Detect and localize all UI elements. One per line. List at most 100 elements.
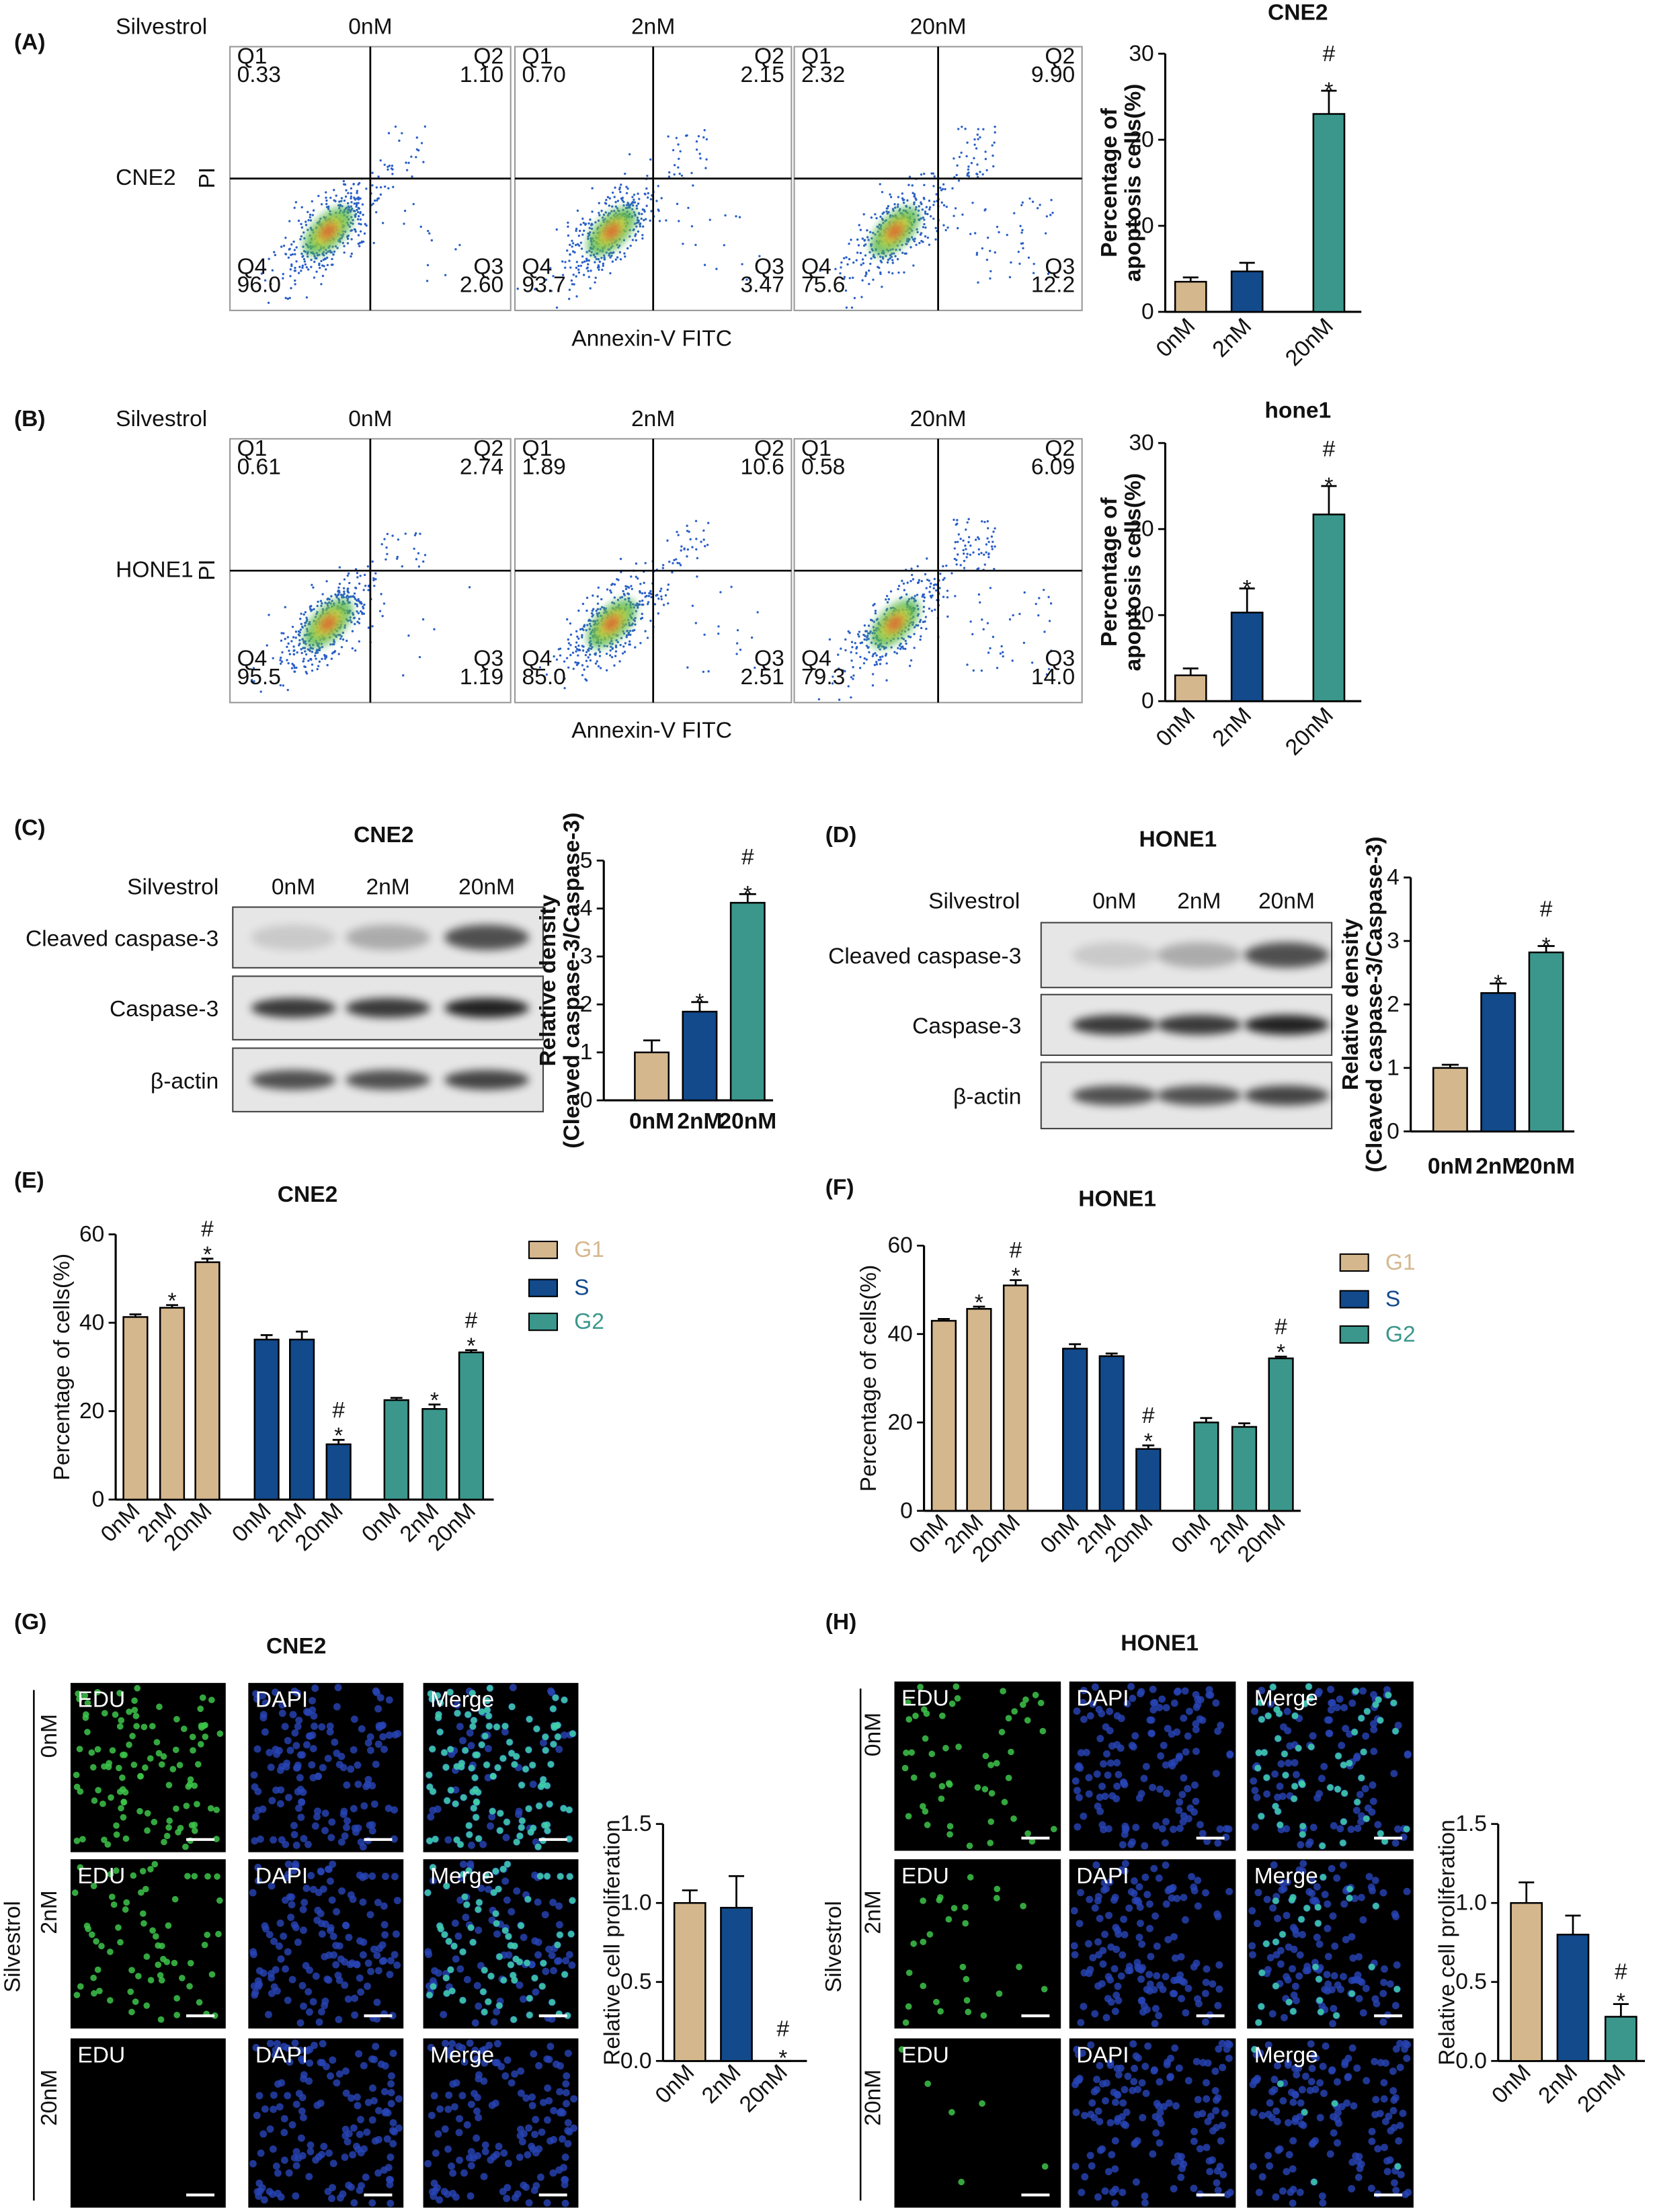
event-dot (916, 593, 919, 596)
nucleus (1201, 1990, 1209, 1998)
event-dot (352, 222, 354, 225)
event-dot (357, 243, 360, 245)
nucleus (296, 2019, 305, 2027)
event-dot (381, 614, 384, 618)
event-dot (673, 559, 676, 561)
edu-nucleus (962, 1903, 969, 1911)
nucleus (298, 1798, 306, 1806)
event-dot (598, 202, 600, 204)
event-dot (591, 223, 594, 226)
blot-strip (1040, 993, 1333, 1056)
nucleus (259, 2130, 268, 2138)
event-dot (362, 605, 364, 608)
event-dot (581, 602, 585, 606)
edu-nucleus (93, 1938, 99, 1945)
event-dot (620, 183, 622, 186)
nucleus (310, 1712, 318, 1720)
nucleus (1077, 2018, 1085, 2026)
event-dot (962, 539, 965, 542)
event-dot (932, 587, 935, 589)
event-dot (610, 656, 614, 659)
edu-nucleus (946, 1831, 953, 1838)
event-dot (660, 197, 663, 200)
event-dot (343, 578, 346, 581)
edu-nucleus (107, 1949, 114, 1955)
event-dot (288, 248, 290, 251)
event-dot (350, 197, 352, 200)
nucleus (1100, 1826, 1107, 1834)
event-dot (284, 296, 287, 300)
nucleus (1331, 1942, 1339, 1950)
event-dot (922, 610, 925, 613)
edu-nucleus (510, 1972, 517, 1979)
event-dot (922, 620, 925, 623)
event-dot (930, 582, 932, 585)
event-dot (577, 644, 580, 647)
event-dot (694, 520, 698, 522)
stain-label: DAPI (255, 2043, 308, 2067)
edu-nucleus (470, 1805, 477, 1812)
event-dot (984, 208, 987, 211)
event-dot (667, 583, 670, 586)
event-dot (350, 238, 353, 241)
nucleus (1137, 1975, 1145, 1983)
edu-nucleus (445, 1938, 452, 1945)
event-dot (979, 601, 981, 604)
event-dot (555, 228, 558, 231)
nucleus (282, 1965, 289, 1973)
nucleus (556, 2088, 564, 2096)
event-dot (307, 268, 310, 271)
nucleus (284, 1996, 292, 2004)
edu-nucleus (933, 1998, 940, 2006)
event-dot (920, 232, 923, 235)
event-dot (342, 179, 346, 183)
nucleus (304, 1840, 312, 1848)
dose-label: 2nM (861, 1890, 886, 1934)
edu-nucleus (1291, 1713, 1299, 1719)
event-dot (980, 552, 983, 555)
event-dot (975, 253, 978, 256)
nucleus (376, 1694, 385, 1702)
event-dot (1012, 614, 1014, 617)
event-dot (581, 636, 583, 639)
nucleus (307, 2141, 315, 2149)
event-dot (271, 269, 274, 272)
event-dot (1035, 602, 1037, 606)
stain-label: EDU (901, 2043, 949, 2067)
event-dot (913, 195, 916, 198)
edu-nucleus (489, 1807, 496, 1815)
edu-nucleus (987, 1840, 994, 1846)
event-dot (581, 673, 584, 677)
event-dot (597, 665, 600, 667)
edu-nucleus (123, 1899, 130, 1906)
edu-nucleus (1255, 2019, 1262, 2026)
nucleus (389, 2127, 397, 2135)
nucleus (285, 2169, 293, 2177)
event-dot (350, 596, 352, 598)
edu-nucleus (194, 1801, 200, 1807)
nucleus (1390, 1770, 1398, 1778)
nucleus (1110, 1965, 1119, 1973)
event-dot (356, 571, 359, 575)
event-dot (605, 653, 608, 655)
event-dot (591, 187, 594, 190)
event-dot (644, 218, 647, 220)
event-dot (887, 205, 890, 208)
edu-nucleus (459, 1949, 467, 1955)
event-dot (705, 158, 708, 161)
edu-nucleus (461, 1893, 469, 1901)
event-dot (891, 261, 895, 264)
event-dot (665, 219, 667, 222)
event-dot (379, 159, 382, 162)
cell-label: CNE2 (116, 165, 176, 190)
edu-nucleus (982, 1752, 989, 1760)
nucleus (1194, 1902, 1202, 1910)
event-dot (292, 645, 295, 648)
event-dot (857, 244, 860, 247)
event-dot (696, 575, 698, 578)
event-dot (631, 587, 633, 590)
nucleus (1164, 1725, 1172, 1733)
event-dot (336, 247, 339, 249)
event-dot (622, 589, 624, 593)
nucleus (456, 2115, 463, 2123)
